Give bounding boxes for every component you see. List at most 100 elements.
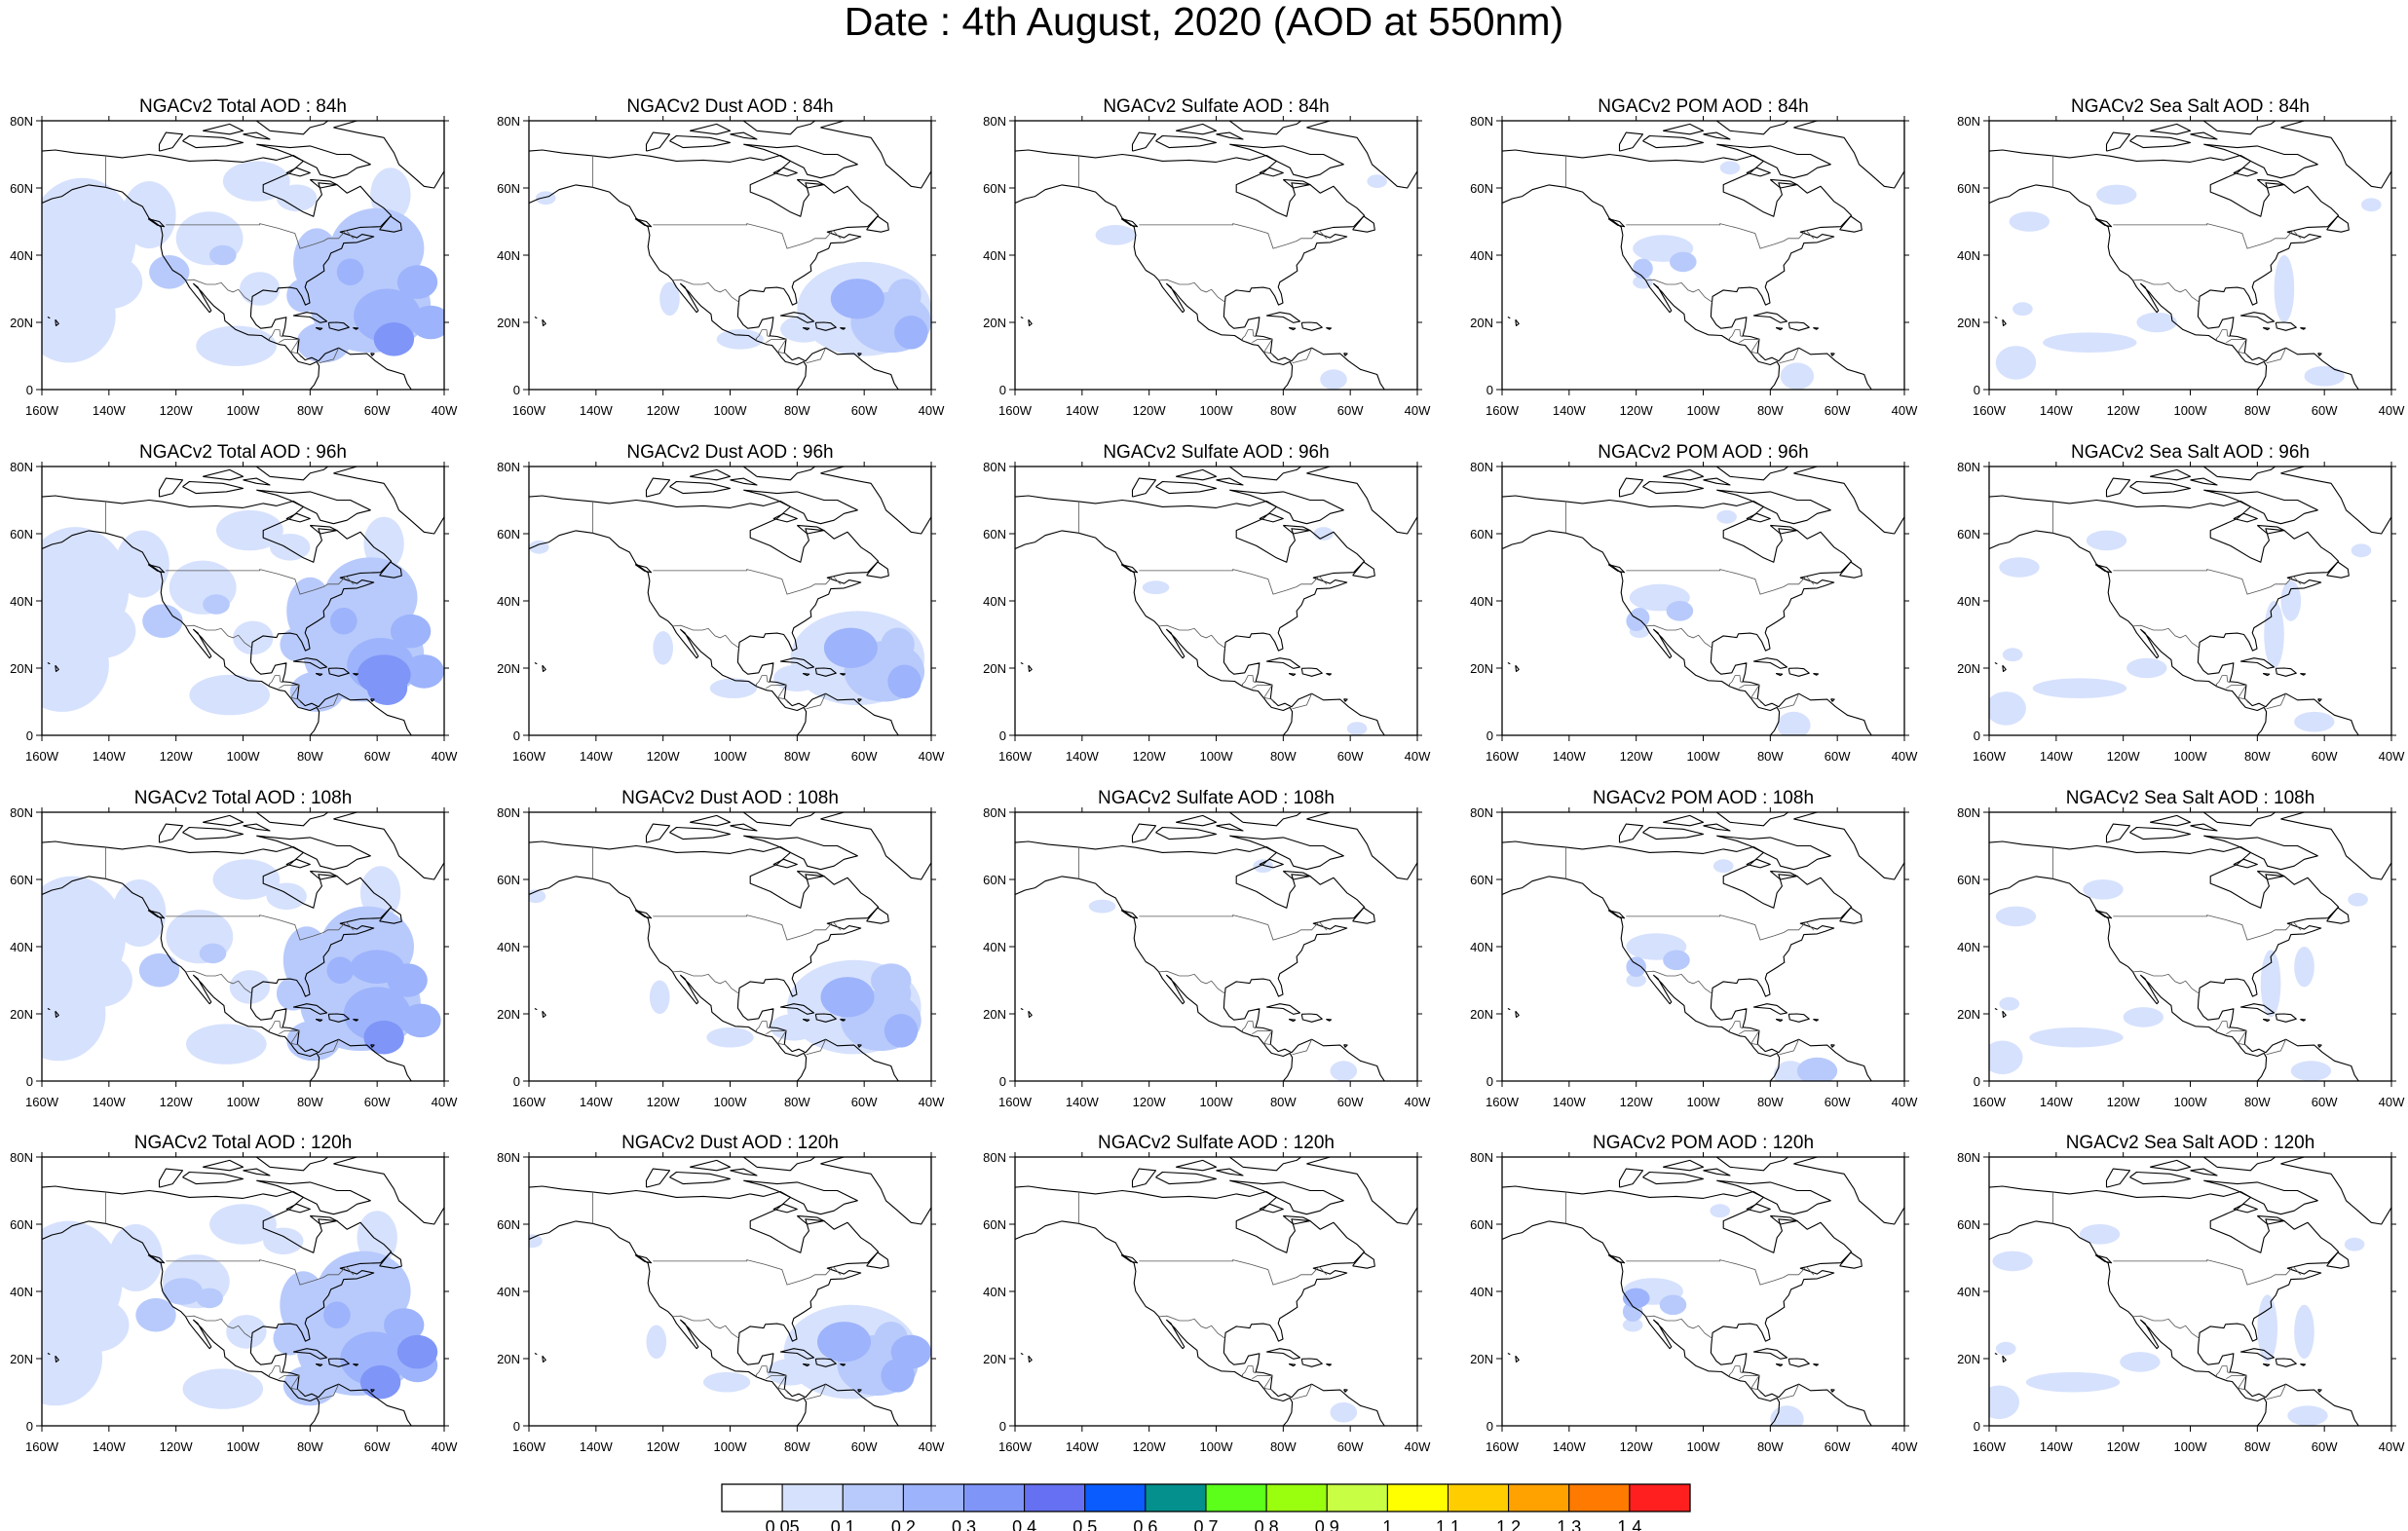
coastline [1642, 1171, 1705, 1185]
aod-contour-fill [270, 534, 311, 561]
aod-contour-fill [1626, 611, 1646, 631]
coastline [2262, 1363, 2271, 1367]
coastline [1229, 143, 1344, 179]
coastline [1715, 467, 1789, 481]
map-panel: NGACv2 Sea Salt AOD : 96h 160W 140W 120W 100… [1957, 442, 2405, 764]
lon-tick-label: 100W [1687, 749, 1721, 764]
map-background [1015, 1157, 1417, 1426]
coastline [2326, 561, 2350, 579]
country-border [766, 684, 789, 704]
aod-contour-fill [1626, 956, 1646, 977]
aod-contour-fill [1663, 950, 1690, 971]
coastline [1663, 814, 1705, 827]
coastline [1502, 149, 1872, 390]
lat-tick-label: 20N [983, 316, 1006, 330]
aod-contour-fill [396, 1334, 438, 1369]
lat-tick-label: 60N [1470, 527, 1493, 541]
coastline [2094, 218, 2113, 228]
aod-contour-fill [2361, 198, 2382, 212]
coastline [2233, 858, 2258, 869]
lat-tick-label: 0 [513, 728, 520, 743]
coastline [2256, 1214, 2285, 1225]
country-border [672, 970, 740, 994]
country-border [672, 624, 740, 649]
country-border [2215, 1365, 2231, 1378]
country-border [1645, 279, 1713, 303]
country-border [766, 1029, 789, 1050]
aod-contour-fill [390, 614, 432, 649]
aod-contour-fill [122, 181, 176, 249]
coastline [529, 1185, 899, 1426]
map-area [1989, 467, 2391, 735]
country-border [268, 329, 283, 342]
country-border [755, 675, 771, 688]
country-border [1739, 1029, 1762, 1050]
colorbar-swatch [1629, 1483, 1691, 1512]
aod-contour-fill [1320, 369, 1347, 390]
coastline [779, 657, 815, 669]
country-border [319, 1384, 339, 1400]
colorbar-swatch [1205, 1483, 1267, 1512]
aod-contour-fill [135, 1297, 176, 1332]
lat-tick-label: 60N [1470, 1217, 1493, 1232]
coastline [1565, 878, 1781, 1081]
lon-tick-label: 40W [919, 749, 945, 764]
lon-tick-label: 160W [1973, 749, 2007, 764]
coastline [1775, 672, 1784, 677]
coastline [742, 467, 816, 481]
aod-contour-fill [1088, 899, 1116, 914]
coastline [669, 480, 732, 495]
lon-tick-label: 140W [1553, 1095, 1587, 1109]
coastline [1078, 532, 1294, 735]
coastline [2203, 489, 2318, 525]
lat-tick-label: 40N [497, 940, 520, 954]
coastline [55, 1010, 59, 1018]
coastline [1078, 878, 1294, 1081]
coastline [1265, 312, 1301, 323]
map-panel: NGACv2 Total AOD : 108h 160W 140W 120W 100W 8… [10, 788, 458, 1109]
coastline [1813, 326, 1820, 330]
aod-contour-fill [203, 594, 230, 615]
coastline [1507, 317, 1511, 319]
coastline [105, 186, 320, 390]
country-border [1779, 1039, 1799, 1056]
country-border [1626, 1259, 1815, 1286]
coastline [772, 1203, 798, 1214]
aod-contour-fill [529, 1234, 543, 1249]
coastline [1155, 826, 1218, 840]
coastline [292, 1003, 328, 1015]
lon-tick-label: 160W [25, 1095, 59, 1109]
aod-contour-fill [189, 674, 270, 716]
coastline [255, 467, 329, 481]
coastline [779, 1348, 815, 1360]
country-border [1241, 675, 1257, 688]
lon-tick-label: 120W [647, 1095, 681, 1109]
coastline [730, 823, 758, 832]
aod-contour-fill [326, 956, 355, 984]
aod-contour-fill [323, 1301, 351, 1328]
lat-tick-label: 20N [983, 1352, 1006, 1366]
aod-contour-fill [2002, 648, 2023, 662]
lon-tick-label: 60W [364, 403, 391, 418]
map-area [1989, 812, 2391, 1081]
coastline [2256, 524, 2285, 535]
country-border [2226, 1374, 2249, 1395]
lat-tick-label: 0 [999, 1074, 1006, 1089]
lon-tick-label: 140W [2040, 403, 2074, 418]
coastline [1155, 134, 1218, 149]
coastline [1839, 561, 1862, 579]
coastline [1020, 317, 1024, 319]
lon-tick-label: 100W [227, 1095, 261, 1109]
colorbar-label: 1.4 [1617, 1517, 1641, 1531]
coastline [379, 561, 402, 579]
lon-tick-label: 160W [998, 1439, 1033, 1454]
map-area [1989, 1157, 2391, 1426]
coastline [1515, 318, 1520, 326]
coastline [840, 326, 847, 330]
map-background [1989, 121, 2391, 390]
country-border [279, 684, 302, 704]
coastline [292, 657, 328, 669]
lon-tick-label: 160W [1973, 403, 2007, 418]
lat-tick-label: 80N [983, 805, 1006, 820]
coastline [2203, 1179, 2318, 1215]
